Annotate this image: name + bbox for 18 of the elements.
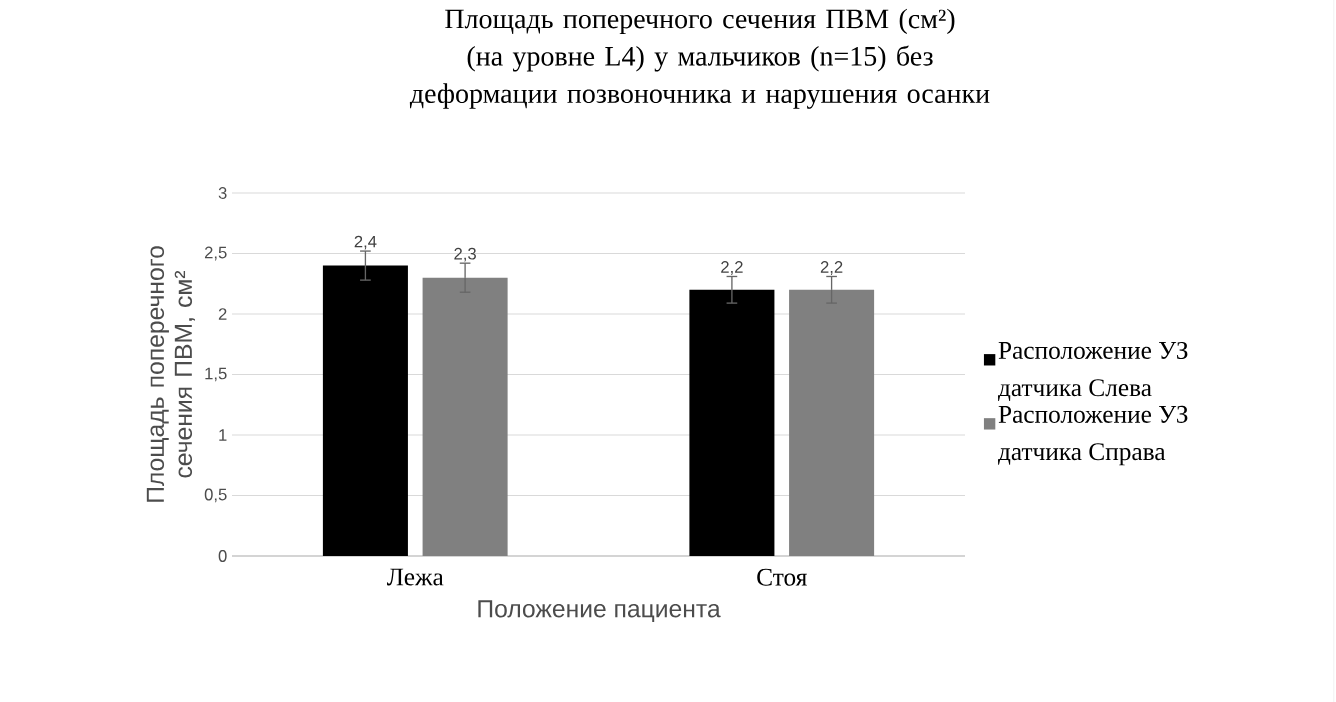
y-tick-label: 0	[218, 550, 227, 562]
y-tick-label: 1	[219, 429, 227, 441]
x-axis-title: Положение пациента	[478, 600, 721, 623]
y-tick-label: 2	[218, 308, 227, 320]
data-label: 2,2	[721, 261, 743, 275]
x-tick-label: Лежа	[386, 568, 444, 586]
data-label: 2,3	[454, 247, 476, 262]
data-label: 2,4	[354, 235, 377, 250]
y-tick-label: 1,5	[205, 367, 227, 382]
data-label: 2,2	[820, 261, 843, 275]
legend-label: Расположение УЗ датчика Справа	[997, 405, 1188, 466]
y-tick-label: 0,5	[204, 488, 227, 503]
chart-title: Площадь поперечного сечения ПВМ (см²) (на уровне L4) у мальчиков (n=15) без деформации позвоночника и нарушения осанки	[409, 8, 990, 109]
x-tick-label: Стоя	[757, 568, 807, 586]
legend-label: Расположение УЗ датчика Слева	[997, 341, 1188, 401]
y-axis-title: Площадь поперечного сечения ПВМ, см²	[146, 246, 195, 502]
y-tick-label: 3	[218, 187, 227, 199]
y-tick-label: 2,5	[204, 246, 227, 261]
